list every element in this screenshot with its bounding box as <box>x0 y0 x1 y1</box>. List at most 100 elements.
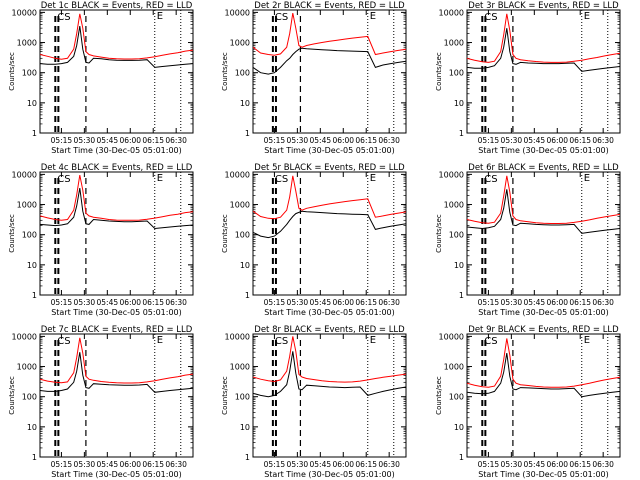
y-tick-label: 100 <box>235 69 250 78</box>
y-tick-label: 100 <box>22 393 37 402</box>
x-tick-label: 05:15 <box>51 460 73 469</box>
corner-label-cs: CS <box>57 336 70 347</box>
x-tick-label: 06:15 <box>569 460 591 469</box>
y-tick-label: 10 <box>27 261 37 270</box>
y-tick-label: 1000 <box>17 39 37 48</box>
plot-frame <box>466 171 621 296</box>
x-tick-label: 05:15 <box>478 136 500 145</box>
corner-label-cs: CS <box>57 174 70 185</box>
panel-title: Det 3r BLACK = Events, RED = LLD <box>468 1 619 11</box>
x-axis-label: Start Time (30-Dec-05 05:01:00) <box>478 308 609 317</box>
y-tick-label: 10000 <box>439 8 464 17</box>
y-tick-label: 100 <box>235 393 250 402</box>
events-line <box>253 351 406 398</box>
x-tick-label: 06:30 <box>165 136 187 145</box>
y-tick-label: 1 <box>459 291 464 300</box>
panel-title-legend: BLACK = Events, RED = LLD <box>71 163 192 173</box>
panel-5: 1 10 100 1000 10000 05:15 05:30 05:45 06:00 06:15… <box>221 163 407 317</box>
x-tick-label: 05:15 <box>51 136 73 145</box>
x-axis-label: Start Time (30-Dec-05 05:01:00) <box>51 470 182 479</box>
y-tick-label: 1 <box>245 291 250 300</box>
y-tick-label: 10000 <box>12 332 37 341</box>
series-group <box>40 337 193 393</box>
y-tick-label: 10000 <box>225 8 250 17</box>
y-tick-label: 10 <box>27 423 37 432</box>
x-tick-label: 06:00 <box>332 298 354 307</box>
corner-label-e: E <box>370 11 376 22</box>
y-axis-label: Counts/sec <box>8 214 16 253</box>
series-group <box>467 13 620 72</box>
x-axis-label: Start Time (30-Dec-05 05:01:00) <box>478 146 609 155</box>
y-tick-label: 10 <box>240 261 250 270</box>
panel-title-det: Det 3r <box>468 1 495 11</box>
lld-line <box>40 337 193 384</box>
plot-frame <box>39 171 194 296</box>
plot-frame <box>39 333 194 458</box>
panel-1: 1 10 100 1000 10000 05:15 05:30 05:45 06:00 06:15… <box>8 1 194 155</box>
x-tick-label: 05:15 <box>264 460 286 469</box>
x-tick-label: 06:30 <box>165 298 187 307</box>
y-tick-label: 1000 <box>17 363 37 372</box>
x-tick-label: 06:30 <box>592 298 614 307</box>
plot-frame <box>252 333 407 458</box>
panel-title-legend: BLACK = Events, RED = LLD <box>498 1 619 11</box>
x-tick-label: 05:30 <box>74 460 96 469</box>
y-axis-label: Counts/sec <box>221 214 229 253</box>
panel-9: 1 10 100 1000 10000 05:15 05:30 05:45 06:00 06:15… <box>435 325 621 479</box>
events-line <box>253 47 406 75</box>
x-tick-label: 05:30 <box>501 136 523 145</box>
x-tick-label: 06:30 <box>592 460 614 469</box>
panel-title-legend: BLACK = Events, RED = LLD <box>284 1 405 11</box>
plot-frame <box>466 9 621 134</box>
panel-title-legend: BLACK = Events, RED = LLD <box>284 325 405 335</box>
y-tick-label: 10 <box>27 99 37 108</box>
events-line <box>253 210 406 239</box>
x-tick-label: 06:15 <box>355 460 377 469</box>
panel-title: Det 7c BLACK = Events, RED = LLD <box>41 325 193 335</box>
y-tick-label: 10000 <box>439 332 464 341</box>
corner-label-e: E <box>584 11 590 22</box>
panel-4: 1 10 100 1000 10000 05:15 05:30 05:45 06:00 06:15… <box>8 163 194 317</box>
events-line <box>40 26 193 68</box>
corner-label-cs: CS <box>484 174 497 185</box>
panel-3: 1 10 100 1000 10000 05:15 05:30 05:45 06:00 06:15… <box>435 1 621 155</box>
lld-line <box>40 13 193 60</box>
x-tick-label: 06:15 <box>355 298 377 307</box>
panel-title: Det 4c BLACK = Events, RED = LLD <box>41 163 193 173</box>
panel-title: Det 2r BLACK = Events, RED = LLD <box>254 1 405 11</box>
y-tick-label: 1000 <box>17 201 37 210</box>
series-group <box>253 175 406 239</box>
corner-label-cs: CS <box>484 336 497 347</box>
corner-label-cs: CS <box>275 336 288 347</box>
y-tick-label: 10000 <box>439 170 464 179</box>
events-line <box>40 352 193 393</box>
x-tick-label: 05:15 <box>264 136 286 145</box>
series-group <box>253 336 406 398</box>
x-tick-label: 05:15 <box>51 298 73 307</box>
y-tick-label: 1 <box>459 129 464 138</box>
y-tick-label: 1000 <box>230 39 250 48</box>
series-group <box>467 175 620 234</box>
x-axis-label: Start Time (30-Dec-05 05:01:00) <box>264 308 395 317</box>
y-tick-label: 100 <box>22 231 37 240</box>
x-tick-label: 05:30 <box>74 298 96 307</box>
x-tick-label: 05:15 <box>478 298 500 307</box>
lld-line <box>467 13 620 63</box>
series-group <box>253 13 406 75</box>
x-axis-label: Start Time (30-Dec-05 05:01:00) <box>264 146 395 155</box>
lld-line <box>253 336 406 383</box>
y-tick-label: 10 <box>454 261 464 270</box>
y-tick-label: 1000 <box>444 39 464 48</box>
corner-label-e: E <box>370 173 376 184</box>
corner-label-e: E <box>157 11 163 22</box>
x-tick-label: 06:00 <box>546 136 568 145</box>
panel-title-det: Det 2r <box>254 1 281 11</box>
x-tick-label: 06:00 <box>332 460 354 469</box>
x-tick-label: 06:00 <box>332 136 354 145</box>
x-tick-label: 05:45 <box>524 298 546 307</box>
y-tick-label: 100 <box>235 231 250 240</box>
y-axis-label: Counts/sec <box>435 52 443 91</box>
x-tick-label: 05:30 <box>501 460 523 469</box>
x-tick-label: 05:15 <box>264 298 286 307</box>
